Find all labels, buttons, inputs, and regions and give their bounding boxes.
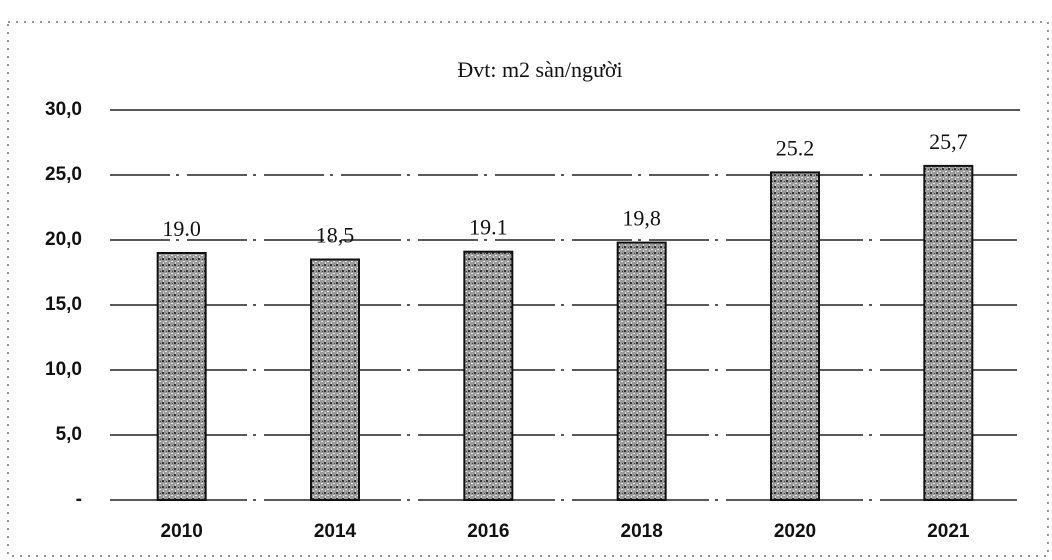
- bar: [310, 258, 360, 501]
- y-tick-label: -: [76, 489, 82, 510]
- x-tick-label: 2016: [467, 521, 509, 542]
- data-label: 18,5: [316, 223, 355, 248]
- data-label: 25,7: [929, 129, 968, 154]
- bar: [770, 171, 820, 501]
- data-label: 25.2: [776, 135, 815, 160]
- bar: [463, 250, 514, 501]
- y-tick-label: 25,0: [45, 164, 82, 185]
- data-label: 19,8: [622, 206, 661, 231]
- y-tick-label: 5,0: [56, 424, 82, 445]
- x-tick-label: 2020: [774, 521, 816, 542]
- x-tick-label: 2010: [161, 521, 203, 542]
- y-tick-label: 15,0: [45, 294, 82, 315]
- data-label: 19.1: [469, 215, 508, 240]
- bar: [616, 241, 667, 501]
- y-tick-label: 10,0: [45, 359, 82, 380]
- y-tick-label: 30,0: [45, 99, 82, 120]
- frame: [7, 21, 1049, 557]
- chart-subtitle: Đvt: m2 sàn/người: [457, 57, 622, 82]
- x-tick-label: 2014: [314, 521, 357, 542]
- bar: [923, 164, 974, 501]
- x-tick-label: 2018: [621, 521, 663, 542]
- y-tick-label: 20,0: [45, 229, 82, 250]
- bar: [156, 252, 207, 501]
- x-tick-label: 2021: [927, 521, 970, 542]
- data-label: 19.0: [162, 216, 201, 241]
